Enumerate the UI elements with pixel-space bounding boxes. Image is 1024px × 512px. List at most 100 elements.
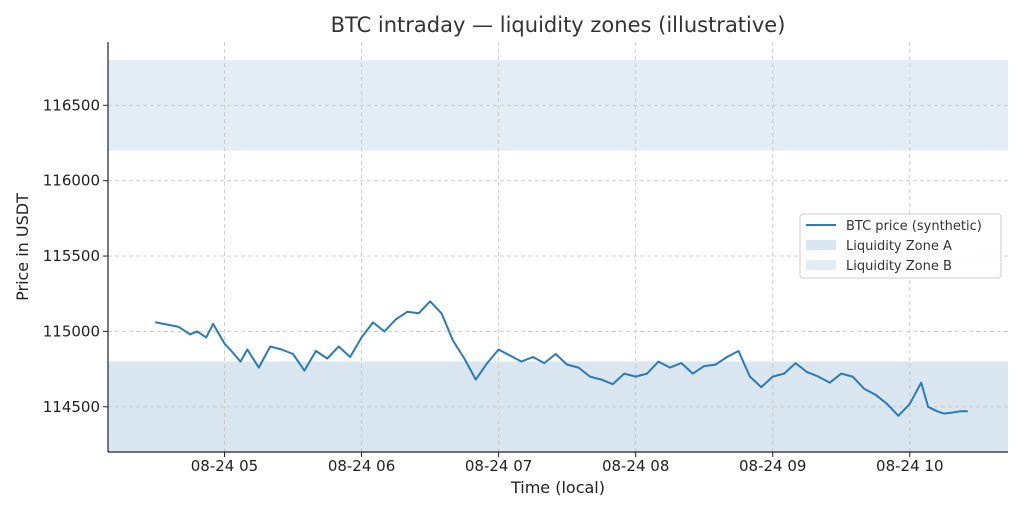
data-point [257, 366, 260, 369]
data-point [440, 312, 443, 315]
data-point [452, 339, 454, 342]
data-point [794, 362, 797, 364]
data-point [783, 372, 785, 375]
data-point [223, 342, 226, 345]
data-point [474, 378, 477, 381]
data-point [691, 372, 694, 375]
data-point [950, 411, 952, 414]
data-point [212, 323, 215, 325]
data-point [760, 386, 763, 389]
data-point [936, 410, 939, 413]
data-point [383, 330, 386, 333]
data-point [726, 356, 728, 358]
data-point [155, 321, 157, 324]
data-point [920, 381, 923, 384]
data-point [486, 362, 489, 364]
data-point [714, 363, 717, 366]
data-point [326, 357, 329, 360]
data-point [646, 372, 648, 375]
data-point [497, 348, 500, 351]
data-point [349, 356, 351, 358]
data-point [927, 405, 929, 408]
data-point [966, 410, 968, 413]
legend-swatch-zone-a [806, 240, 836, 250]
y-tick-label: 114500 [43, 398, 100, 416]
data-point [840, 372, 843, 375]
data-point [554, 353, 557, 355]
data-point [269, 345, 272, 348]
data-point [806, 371, 808, 373]
data-point [874, 393, 877, 396]
data-point [520, 360, 523, 363]
data-point [315, 350, 317, 352]
x-tick-label: 08-24 05 [191, 457, 258, 475]
x-tick-label: 08-24 08 [602, 457, 669, 475]
data-point [230, 350, 233, 352]
y-tick-label: 116500 [43, 96, 100, 114]
y-tick-label: 116000 [43, 172, 100, 190]
data-point [292, 353, 294, 355]
data-point [863, 387, 865, 390]
data-point [532, 356, 534, 358]
data-point [828, 381, 831, 384]
data-point [177, 326, 180, 328]
y-axis-title: Price in USDT [13, 193, 32, 301]
data-point [246, 348, 249, 351]
x-tick-label: 08-24 07 [465, 457, 532, 475]
data-point [959, 410, 961, 413]
data-point [703, 365, 706, 367]
data-point [205, 336, 208, 339]
data-point [817, 375, 820, 378]
legend-swatch-zone-b [806, 260, 836, 270]
data-point [886, 402, 888, 405]
x-axis-ticks: 08-24 05 08-24 06 08-24 07 08-24 08 08-24 09… [191, 452, 944, 475]
x-tick-label: 08-24 09 [739, 457, 806, 475]
data-point [771, 375, 774, 378]
x-tick-label: 08-24 06 [328, 457, 395, 475]
data-point [303, 369, 306, 372]
data-point [543, 362, 546, 364]
data-point [463, 357, 466, 360]
data-point [908, 402, 911, 405]
data-point [669, 366, 671, 369]
data-point [577, 366, 580, 369]
data-point [749, 375, 751, 378]
data-point [600, 378, 603, 381]
y-tick-label: 115500 [43, 247, 100, 265]
data-point [509, 354, 511, 357]
data-point [394, 318, 397, 321]
data-point [406, 310, 409, 313]
data-point [196, 330, 199, 333]
data-point [589, 375, 591, 378]
data-point [372, 321, 374, 324]
data-point [239, 360, 242, 363]
data-point [337, 345, 340, 348]
legend: BTC price (synthetic) Liquidity Zone A L… [799, 213, 1002, 279]
legend-label-zone-a: Liquidity Zone A [846, 239, 952, 254]
y-axis-ticks: 114500 115000 115500 116000 116500 [43, 96, 108, 416]
data-point [189, 333, 192, 336]
series-layer [155, 300, 968, 417]
data-point [737, 350, 740, 352]
data-point [360, 336, 363, 339]
data-point [417, 312, 420, 315]
x-tick-label: 08-24 10 [876, 457, 943, 475]
x-axis-title: Time (local) [510, 478, 605, 497]
data-point [851, 375, 854, 378]
data-point [429, 300, 431, 303]
legend-frame [799, 213, 1002, 279]
legend-label-price: BTC price (synthetic) [846, 219, 982, 234]
data-point [566, 363, 568, 366]
data-point [280, 348, 283, 351]
data-point [943, 412, 945, 415]
y-tick-label: 115000 [43, 322, 100, 340]
data-point [897, 414, 900, 417]
chart-title: BTC intraday — liquidity zones (illustra… [331, 13, 786, 37]
data-point [657, 360, 660, 363]
legend-label-zone-b: Liquidity Zone B [846, 259, 952, 274]
data-point [623, 372, 626, 375]
data-point [680, 362, 683, 364]
data-point [634, 375, 637, 378]
data-point [611, 383, 614, 386]
